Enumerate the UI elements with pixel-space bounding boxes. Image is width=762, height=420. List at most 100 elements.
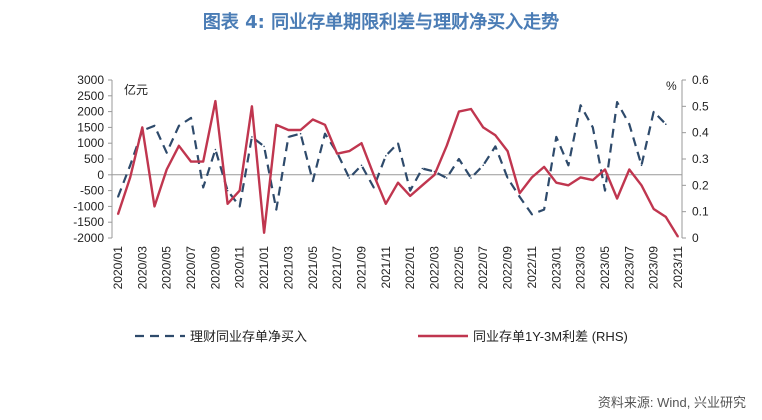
spread-data-point [141, 126, 144, 129]
wealth-purchase-data-point [190, 117, 192, 119]
wealth-purchase-data-point [604, 189, 606, 192]
right-tick-label: 0.3 [692, 152, 709, 166]
x-tick-label: 2022/03 [428, 246, 442, 290]
spread-data-point [555, 181, 558, 184]
spread-data-point [312, 118, 314, 121]
spread-data-point [202, 160, 204, 163]
wealth-purchase-data-point [214, 148, 217, 151]
spread-data-point [324, 124, 326, 126]
x-tick-label: 2023/07 [622, 246, 636, 290]
x-tick-label: 2023/11 [671, 246, 685, 289]
spread-data-point [165, 168, 168, 171]
wealth-purchase-data-point [360, 164, 363, 167]
wealth-purchase-data-point [665, 123, 667, 125]
spread-data-point [153, 205, 156, 208]
source-note: 资料来源: Wind, 兴业研究 [597, 395, 746, 410]
spread-data-point [506, 150, 509, 152]
x-tick-label: 2020/09 [208, 246, 222, 290]
spread-data-point [433, 174, 436, 176]
spread-data-point [470, 108, 472, 110]
spread-data-point [275, 124, 278, 126]
legend-label-wealth-purchase: 理财同业存单净买入 [190, 329, 307, 344]
x-tick-label: 2022/09 [501, 246, 515, 290]
right-axis-unit: % [666, 79, 677, 93]
wealth-purchase-data-point [202, 186, 204, 189]
left-tick-label: 3000 [77, 73, 104, 87]
left-tick-label: 2500 [77, 89, 104, 103]
wealth-purchase-data-point [518, 196, 521, 198]
right-tick-label: 0.4 [692, 126, 709, 140]
x-tick-label: 2023/05 [598, 246, 612, 290]
spread-data-point [494, 134, 497, 137]
left-tick-label: 500 [84, 152, 104, 166]
x-tick-label: 2021/07 [330, 246, 344, 290]
spread-data-point [263, 231, 265, 234]
wealth-purchase-data-point [312, 180, 314, 182]
spread-data-point [445, 145, 448, 147]
x-tick-label: 2020/05 [160, 246, 174, 290]
spread-data-point [251, 105, 253, 108]
left-tick-label: -500 [80, 184, 104, 198]
series-layer [116, 99, 680, 238]
wealth-purchase-data-point [640, 164, 643, 167]
spread-data-point [543, 166, 545, 168]
x-tick-label: 2023/09 [647, 246, 661, 290]
wealth-purchase-data-point [275, 208, 278, 211]
spread-data-point [604, 168, 606, 171]
right-tick-label: 0.6 [692, 73, 709, 87]
wealth-purchase-data-point [178, 125, 180, 127]
legend-label-spread: 同业存单1Y-3M利差 (RHS) [473, 329, 628, 344]
spread-data-point [592, 179, 594, 181]
x-tick-label: 2022/11 [525, 246, 539, 289]
wealth-purchase-data-point [482, 164, 485, 167]
spread-data-point [640, 184, 643, 187]
x-tick-label: 2023/01 [549, 246, 563, 290]
wealth-purchase-data-point [238, 205, 241, 208]
wealth-purchase-data-point [299, 132, 302, 135]
right-tick-label: 0.2 [692, 178, 709, 192]
spread-data-point [628, 168, 631, 171]
spread-data-point [482, 126, 485, 129]
wealth-purchase-data-point [385, 155, 387, 157]
wealth-purchase-data-point [165, 151, 168, 154]
x-tick-label: 2021/05 [306, 246, 320, 290]
wealth-purchase-data-point [628, 123, 631, 125]
wealth-purchase-data-point [153, 125, 156, 127]
spread-data-point [360, 142, 363, 144]
spread-data-point [677, 235, 679, 238]
wealth-purchase-data-point [372, 186, 375, 189]
spread-data-point [567, 184, 570, 187]
wealth-purchase-data-point [543, 208, 545, 211]
wealth-purchase-data-point [616, 101, 618, 103]
wealth-purchase-data-point [409, 189, 412, 192]
wealth-purchase-data-point [470, 177, 472, 179]
wealth-purchase-data-point [579, 104, 582, 107]
spread-data-point [226, 203, 229, 205]
spread-data-point [336, 152, 338, 155]
spread-data-point [397, 181, 399, 184]
legend: 理财同业存单净买入 同业存单1Y-3M利差 (RHS) [135, 329, 628, 344]
spread-data-point [372, 174, 375, 176]
left-axis-unit: 亿元 [124, 82, 148, 97]
spread-data-point [214, 100, 217, 102]
wealth-purchase-data-point [129, 164, 131, 167]
x-tick-label: 2022/01 [403, 246, 417, 290]
left-tick-label: 1500 [77, 120, 104, 134]
wealth-purchase-data-point [263, 145, 265, 148]
spread-data-point [238, 189, 241, 192]
left-tick-label: 0 [97, 168, 104, 182]
wealth-purchase-data-point [567, 164, 570, 167]
spread-data-point [518, 192, 521, 194]
wealth-purchase-data-point [117, 196, 119, 198]
wealth-purchase-data-point [348, 177, 351, 179]
wealth-purchase-data-point [494, 145, 497, 148]
left-tick-label: 2000 [77, 105, 104, 119]
spread-data-point [190, 160, 192, 163]
x-tick-label: 2021/11 [379, 246, 393, 289]
spread-data-point [287, 129, 290, 131]
left-tick-label: -1000 [73, 199, 104, 213]
wealth-purchase-data-point [531, 213, 533, 216]
spread-data-point [616, 197, 618, 200]
